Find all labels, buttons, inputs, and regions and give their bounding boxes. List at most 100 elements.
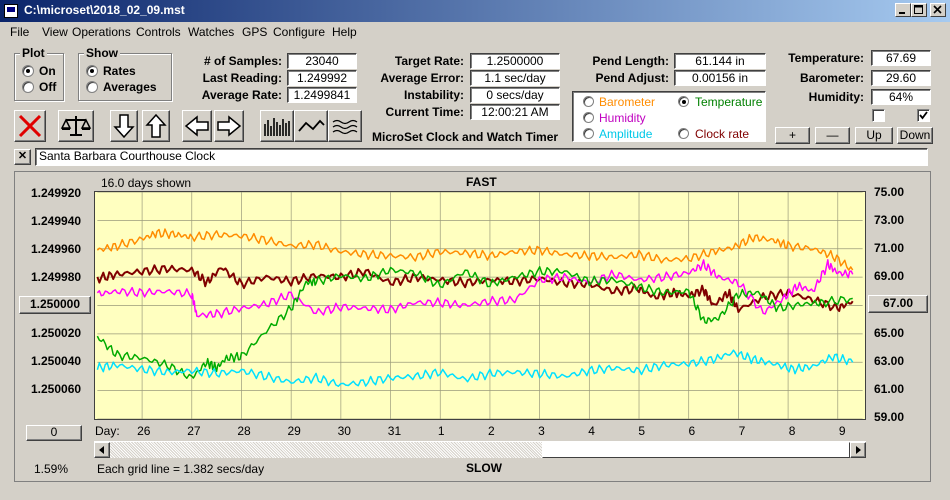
left-axis-center-button[interactable]: 1.250000 <box>19 296 91 314</box>
minimize-button[interactable] <box>895 3 911 17</box>
left-tick-label: 1.250060 <box>31 382 82 396</box>
scale-down-button[interactable]: Down <box>897 127 933 144</box>
amplitude-option-label: Amplitude <box>599 127 653 141</box>
close-icon <box>933 5 942 14</box>
scroll-down-button[interactable] <box>110 110 138 142</box>
plot-off-radio[interactable] <box>22 81 34 93</box>
temperature-option-label: Temperature <box>695 95 763 109</box>
samples-label: # of Samples: <box>203 54 282 68</box>
humidity-label: Humidity: <box>808 90 864 104</box>
bar-graph-button[interactable] <box>260 110 294 142</box>
triangle-right-icon <box>856 446 861 454</box>
line-graph-button[interactable] <box>294 110 328 142</box>
slow-label: SLOW <box>466 461 502 475</box>
barometer-label: Barometer: <box>799 71 864 85</box>
stop-button[interactable] <box>14 110 46 142</box>
target-rate-value: 1.2500000 <box>470 53 560 69</box>
menu-view[interactable]: View <box>42 25 68 39</box>
balance-button[interactable] <box>58 110 94 142</box>
barometer-radio[interactable] <box>583 96 594 107</box>
app-icon[interactable] <box>4 4 18 18</box>
barometer-option-label: Barometer <box>599 95 656 109</box>
barometer-value: 29.60 <box>871 70 931 86</box>
menu-gps[interactable]: GPS <box>242 25 268 39</box>
scroll-up-button[interactable] <box>142 110 170 142</box>
scroll-left-button[interactable] <box>182 110 212 142</box>
current-time-value: 12:00:21 AM <box>470 104 560 120</box>
temperature-value: 67.69 <box>871 50 931 66</box>
clock-rate-radio[interactable] <box>678 128 689 139</box>
smooth-graph-button[interactable] <box>328 110 362 142</box>
menu-watches[interactable]: Watches <box>188 25 235 39</box>
scroll-right-button[interactable] <box>214 110 244 142</box>
right-tick-label: 65.00 <box>874 326 905 340</box>
days-shown-label: 16.0 days shown <box>101 176 192 190</box>
plot-on-radio[interactable] <box>22 65 34 77</box>
option-checkbox-left[interactable] <box>872 109 885 122</box>
pend-length-label: Pend Length: <box>592 54 669 68</box>
show-rates-label: Rates <box>103 64 136 78</box>
menu-operations[interactable]: Operations <box>72 25 131 39</box>
wave-graph-icon <box>332 119 358 135</box>
arrow-up-icon <box>145 113 167 138</box>
menu-controls[interactable]: Controls <box>136 25 181 39</box>
day-tick-label: 30 <box>337 424 351 438</box>
scale-up-button[interactable]: Up <box>855 127 893 144</box>
grid-note-label: Each grid line = 1.382 secs/day <box>97 462 265 476</box>
show-rates-radio[interactable] <box>86 65 98 77</box>
average-rate-label: Average Rate: <box>201 88 282 102</box>
chart-scrollbar[interactable] <box>94 441 866 458</box>
average-error-value: 1.1 sec/day <box>470 70 560 86</box>
average-rate-value: 1.2499841 <box>287 87 357 103</box>
menu-bar: File View Operations Controls Watches GP… <box>0 23 950 41</box>
humidity-radio[interactable] <box>583 112 594 123</box>
series-line <box>96 264 854 314</box>
day-tick-label: 26 <box>137 424 151 438</box>
menu-file[interactable]: File <box>10 25 30 39</box>
day-tick-label: 3 <box>538 424 545 438</box>
amplitude-radio[interactable] <box>583 128 594 139</box>
scale-minus-button[interactable]: — <box>815 127 850 144</box>
scroll-right-arrow[interactable] <box>850 442 866 458</box>
series-line <box>96 266 853 380</box>
show-averages-radio[interactable] <box>86 81 98 93</box>
day-tick-label: 5 <box>638 424 646 438</box>
menu-configure[interactable]: Configure <box>273 25 326 39</box>
pend-length-value: 61.144 in <box>674 53 766 69</box>
last-reading-label: Last Reading: <box>202 71 282 85</box>
scale-plus-button[interactable]: + <box>775 127 810 144</box>
series-line <box>96 259 854 319</box>
offset-zero-button[interactable]: 0 <box>26 425 82 441</box>
bar-graph-icon <box>264 118 290 136</box>
scroll-track[interactable] <box>110 442 542 458</box>
current-time-label: Current Time: <box>385 105 464 119</box>
samples-value: 23040 <box>287 53 357 69</box>
day-tick-label: 9 <box>838 424 846 438</box>
temperature-radio[interactable] <box>678 96 689 107</box>
right-tick-label: 73.00 <box>874 213 905 227</box>
day-tick-label: 28 <box>237 424 251 438</box>
day-tick-label: 2 <box>488 424 495 438</box>
instability-label: Instability: <box>403 88 464 102</box>
scroll-left-arrow[interactable] <box>94 442 110 458</box>
menu-help[interactable]: Help <box>332 25 357 39</box>
day-tick-label: 7 <box>738 424 746 438</box>
last-reading-value: 1.249992 <box>287 70 357 86</box>
triangle-left-icon <box>99 446 104 454</box>
option-checkbox-right[interactable] <box>917 109 930 122</box>
maximize-button[interactable] <box>911 3 927 17</box>
note-input[interactable]: Santa Barbara Courthouse Clock <box>35 148 928 166</box>
close-window-button[interactable] <box>930 3 946 17</box>
clear-note-button[interactable]: ✕ <box>14 149 31 165</box>
line-graph-icon <box>298 119 325 132</box>
left-tick-label: 1.250020 <box>31 326 82 340</box>
arrow-right-icon <box>217 115 242 137</box>
right-axis-center-button[interactable]: 67.00 <box>868 295 928 313</box>
title-bar[interactable]: C:\microset\2018_02_09.mst <box>0 0 950 22</box>
left-tick-label: 1.250040 <box>31 354 82 368</box>
left-tick-label: 1.249920 <box>31 186 82 200</box>
balance-scale-icon <box>60 116 92 136</box>
maximize-icon <box>914 5 923 14</box>
scroll-thumb[interactable] <box>542 442 850 458</box>
right-tick-label: 59.00 <box>874 410 905 424</box>
